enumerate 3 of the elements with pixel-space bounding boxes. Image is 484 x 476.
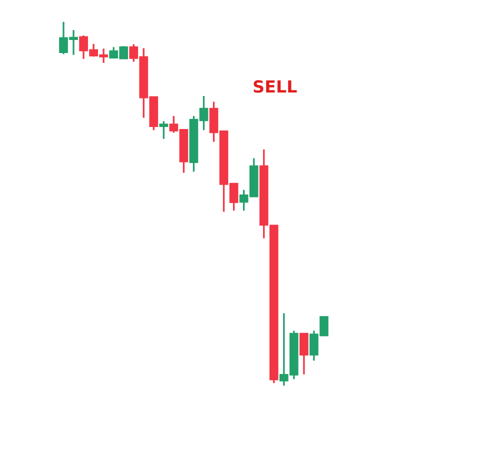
candlestick — [300, 332, 308, 376]
candlestick — [159, 120, 168, 140]
annotation: SELL — [254, 80, 297, 93]
